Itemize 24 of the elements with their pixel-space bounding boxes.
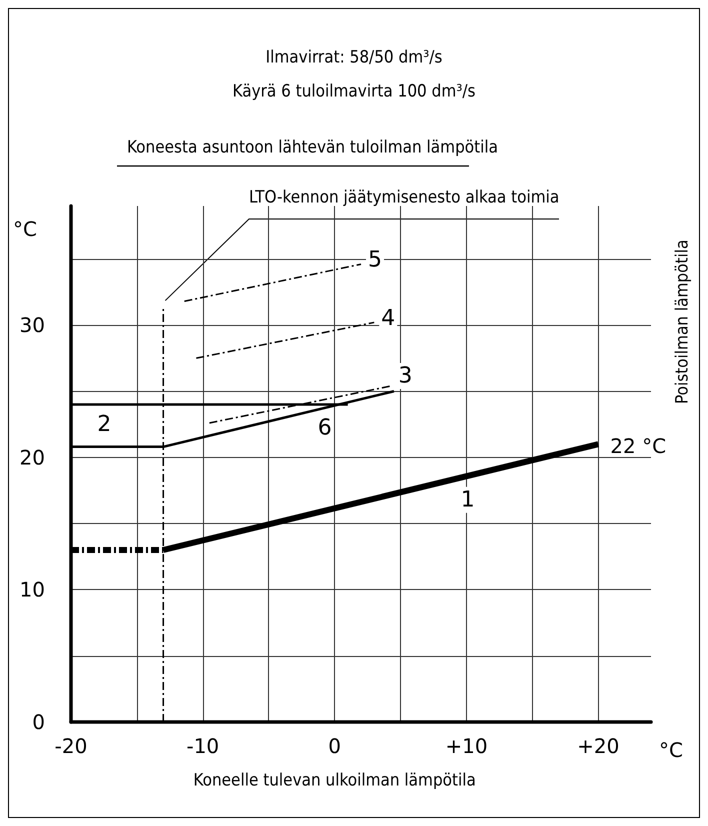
y-tick-label: 30: [20, 313, 45, 338]
x-tick-label: +20: [577, 734, 620, 758]
chart-subtitle: Käyrä 6 tuloilmavirta 100 dm³/s: [232, 82, 476, 102]
y-tick-label: 10: [20, 578, 45, 602]
x-axis-title: Koneelle tulevan ulkoilman lämpötila: [193, 770, 476, 790]
series-label: 1: [460, 487, 475, 512]
series-label: 5: [368, 248, 382, 273]
series-label: 3: [398, 363, 412, 388]
text: °C: [659, 738, 683, 762]
series-label: 2: [97, 412, 112, 437]
series-label: 4: [381, 306, 396, 331]
y-tick-label: 20: [20, 445, 45, 470]
text: Poistoilman lämpötila: [672, 240, 692, 404]
x-tick-label: 0: [328, 734, 342, 758]
x-tick-label: -20: [54, 734, 88, 758]
y-axis-title: Koneesta asuntoon lähtevän tuloilman lämpötila: [127, 138, 498, 158]
annotation: LTO-kennon jäätymisenesto alkaa toimia: [249, 188, 560, 208]
x-tick-label: -10: [186, 734, 220, 758]
chart-title: Ilmavirrat: 58/50 dm³/s: [266, 48, 442, 68]
text: °C: [13, 217, 37, 241]
annotation: 22 °C: [610, 434, 666, 458]
series-label: 6: [318, 415, 332, 440]
x-tick-label: +10: [445, 734, 488, 758]
y-tick-label: 0: [32, 710, 45, 734]
